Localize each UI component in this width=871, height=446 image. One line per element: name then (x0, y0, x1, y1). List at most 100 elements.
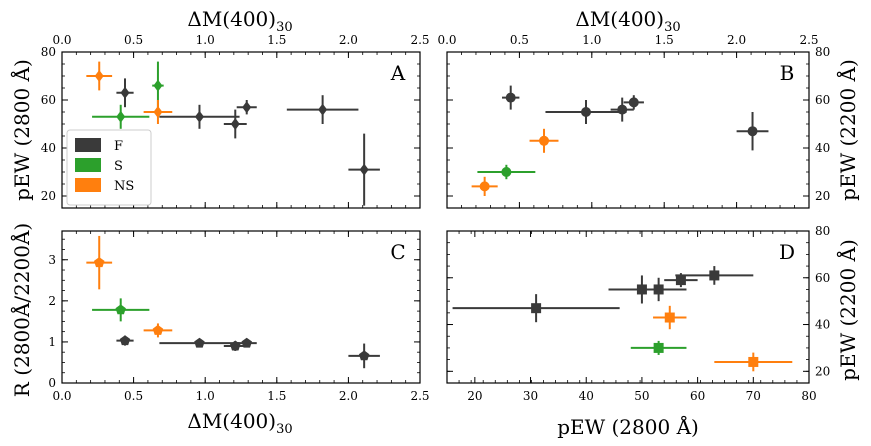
data-point-ns (714, 352, 793, 372)
data-point-f (348, 133, 380, 206)
x-tick-label: 1.0 (196, 389, 215, 403)
marker (241, 337, 252, 348)
x-tick-label: 2.5 (410, 389, 429, 403)
marker (709, 270, 720, 281)
data-point-s (630, 340, 687, 355)
data-point-f (610, 97, 634, 122)
y-tick-label: 20 (815, 189, 830, 203)
marker (675, 275, 686, 286)
data-point-ns (471, 176, 498, 196)
data-point-f (159, 337, 240, 348)
marker (119, 335, 131, 346)
legend-swatch-s (75, 158, 101, 172)
y-tick-label: 60 (41, 93, 56, 107)
panel-letter: B (780, 61, 795, 85)
x-tick-label: 80 (801, 389, 816, 403)
data-point-s (477, 164, 536, 180)
bottom-right-xlabel: pEW (2800 Å) (557, 414, 699, 439)
panel-d-ylabel: pEW (2200 Å) (835, 239, 860, 381)
legend-label-ns: NS (114, 179, 134, 194)
x-tick-label: 0.0 (52, 389, 71, 403)
panel-c: 0.0 0.5 1.0 1.5 2.0 2.5 0 1 2 3 C (48, 230, 430, 403)
x-tick-label: 0.0 (437, 33, 456, 47)
data-point-ns (653, 305, 687, 330)
data-point-ns (86, 235, 113, 290)
axes-frame (61, 230, 421, 384)
data-point-s (92, 298, 150, 322)
data-point-f (236, 337, 257, 348)
marker (230, 340, 241, 351)
x-tick-label: 30 (523, 389, 538, 403)
marker (358, 350, 370, 361)
data-point-f (675, 266, 754, 285)
marker (748, 356, 759, 367)
top-left-xlabel: ΔM(400)30 (187, 7, 292, 35)
data-point-ns (143, 323, 173, 338)
y-tick-label: 60 (815, 271, 830, 285)
x-tick-label: 1.0 (582, 33, 601, 47)
data-point-f (736, 112, 769, 151)
x-tick-label: 2.0 (339, 33, 358, 47)
panel-a-ylabel: pEW (2800 Å) (9, 59, 34, 201)
marker (617, 104, 628, 115)
marker (153, 79, 163, 92)
y-tick-label: 40 (41, 141, 56, 155)
data-point-f (236, 100, 257, 115)
data-point-f (348, 343, 380, 369)
data-point-f (223, 109, 247, 139)
x-tick-label: 60 (690, 389, 705, 403)
panel-c-ylabel: R (2800Å/2200Å) (9, 223, 34, 397)
y-tick-label: 80 (41, 45, 56, 59)
legend-label-s: S (114, 159, 123, 174)
data-point-f (630, 277, 687, 302)
marker (539, 135, 550, 146)
y-tick-label: 0 (48, 376, 56, 390)
data-point-f (286, 95, 359, 124)
marker (152, 324, 164, 335)
marker (479, 181, 490, 192)
x-tick-label: 70 (746, 389, 761, 403)
panel-b-ylabel: pEW (2200 Å) (835, 59, 860, 201)
y-tick-label: 60 (815, 93, 830, 107)
x-tick-label: 2.0 (339, 389, 358, 403)
y-tick-label: 80 (815, 45, 830, 59)
marker (194, 337, 205, 348)
y-tick-label: 20 (815, 364, 830, 378)
data-point-ns (529, 128, 559, 153)
marker (747, 126, 758, 137)
x-tick-label: 2.0 (727, 33, 746, 47)
legend-swatch-ns (75, 178, 101, 192)
y-tick-label: 80 (815, 224, 830, 238)
marker (94, 257, 105, 268)
data-point-f (159, 104, 240, 129)
legend-swatch-f (75, 138, 101, 152)
x-tick-label: 50 (634, 389, 649, 403)
panel-letter: D (779, 240, 795, 264)
marker (581, 107, 592, 117)
marker (505, 92, 516, 103)
legend: F S NS (66, 129, 152, 206)
x-tick-label: 2.5 (799, 33, 818, 47)
marker (318, 103, 328, 116)
data-point-f (116, 335, 134, 346)
x-tick-label: 0.5 (124, 33, 143, 47)
x-tick-label: 2.5 (410, 33, 429, 47)
panel-b: 0.0 0.5 1.0 1.5 2.0 2.5 20 40 60 80 B (437, 33, 830, 209)
x-tick-label: 40 (579, 389, 594, 403)
top-right-xlabel: ΔM(400)30 (575, 7, 680, 35)
marker (653, 284, 664, 295)
y-tick-label: 20 (41, 189, 56, 203)
data-point-f (623, 95, 644, 110)
panel-a: 0.0 0.5 1.0 1.5 2.0 2.5 20 40 60 80 A (41, 33, 430, 209)
x-tick-label: 1.5 (267, 33, 286, 47)
legend-label-f: F (114, 139, 123, 154)
marker (115, 304, 126, 315)
panel-letter: A (390, 61, 406, 85)
data-point-ns (86, 61, 113, 91)
panel-d: 20 30 40 50 60 70 80 20 40 60 80 D (446, 224, 830, 403)
data-point-s (92, 104, 150, 129)
axes-frame (61, 51, 421, 209)
data-point-s (152, 61, 164, 110)
y-tick-label: 40 (815, 141, 830, 155)
